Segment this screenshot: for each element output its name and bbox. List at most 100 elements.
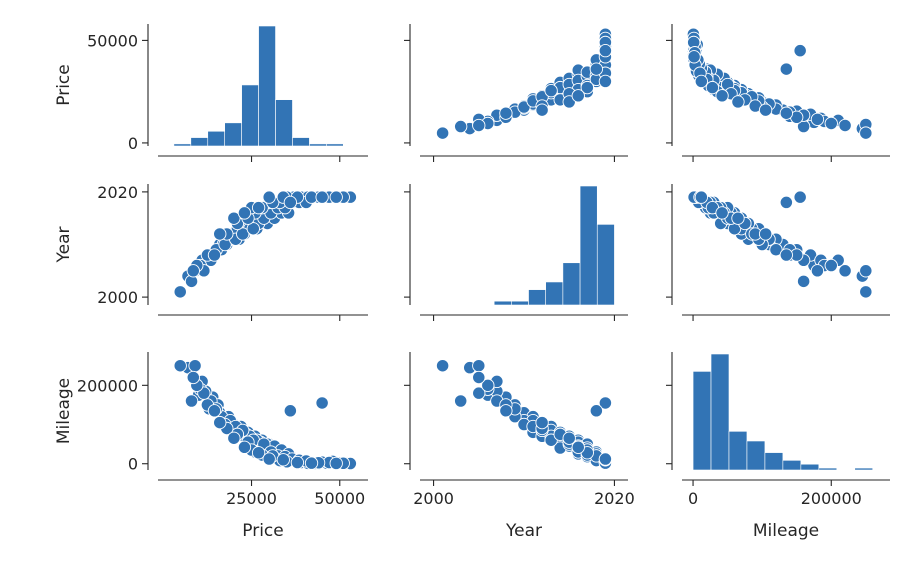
cell-year-vs-mileage	[666, 184, 890, 321]
scatter-point	[535, 103, 549, 117]
scatter-point	[329, 190, 343, 204]
scatter-point	[687, 50, 701, 64]
scatter-point	[435, 359, 450, 373]
scatter-point	[499, 404, 513, 418]
histogram-bar	[190, 137, 209, 147]
scatter-point	[472, 370, 486, 385]
scatter-point	[859, 285, 873, 299]
histogram-bar	[818, 467, 838, 471]
histogram-bar	[782, 460, 802, 471]
cell-price-vs-price: 0 50000	[87, 24, 368, 162]
cell-mileage-vs-price: 0 200000 25000 50000	[77, 352, 368, 508]
x-tick-label: 25000	[226, 489, 277, 508]
scatter-point	[769, 243, 783, 257]
scatter-point	[598, 396, 613, 410]
scatter-point	[227, 431, 241, 445]
scatter-point	[237, 206, 252, 220]
scatter-point	[173, 359, 187, 373]
scatter-point	[715, 89, 729, 103]
x-tick-label: 2020	[594, 489, 635, 508]
scatter-point	[779, 248, 793, 262]
scatter-point	[824, 258, 838, 273]
y-axis-label-mileage: Mileage	[54, 378, 74, 444]
y-tick-label: 0	[128, 455, 138, 474]
scatter-point	[246, 222, 260, 236]
scatter-point	[454, 394, 468, 408]
scatter-point	[283, 195, 298, 210]
histogram-bar	[292, 137, 310, 147]
scatter-point	[859, 264, 873, 278]
scatter-point	[472, 118, 486, 133]
histogram-bar	[764, 452, 784, 471]
scatter-point	[598, 452, 613, 466]
scatter-point	[262, 452, 276, 466]
histogram-bar	[326, 143, 344, 147]
scatter-point	[276, 453, 290, 467]
scatter-point	[859, 126, 873, 140]
scatter-point	[207, 248, 222, 262]
scatter-point	[810, 264, 825, 278]
y-axis-label-year: Year	[54, 226, 74, 263]
scatter-point	[315, 396, 329, 410]
cell-year-vs-year	[404, 184, 628, 321]
scatter-point	[304, 456, 319, 470]
histogram-bar	[241, 84, 259, 147]
scatter-point	[810, 112, 825, 126]
histogram-bar	[596, 224, 615, 306]
x-tick-label: 2000	[413, 489, 454, 508]
scatter-point	[262, 190, 276, 204]
x-axis-label-price: Price	[242, 521, 283, 541]
pairplot-grid: 0 50000 2000 2020 0 200000 25000 50000 2000 2020 0…	[77, 24, 890, 508]
histogram-bar	[511, 300, 529, 306]
scatter-point	[838, 264, 852, 278]
scatter-point	[838, 118, 852, 133]
scatter-point	[186, 370, 200, 385]
scatter-point	[758, 227, 773, 241]
x-axis-label-mileage: Mileage	[753, 521, 819, 541]
scatter-point	[173, 285, 187, 299]
histogram-bar	[800, 463, 820, 471]
axis-labels: Price Year Mileage Price Year Mileage	[54, 64, 819, 541]
y-tick-label: 0	[128, 134, 138, 153]
scatter-point	[694, 74, 708, 89]
scatter-point	[571, 440, 585, 454]
scatter-point	[315, 190, 329, 204]
histogram-bar	[710, 353, 730, 471]
scatter-point	[213, 415, 227, 430]
x-tick-label: 50000	[314, 489, 365, 508]
cell-price-vs-year	[404, 24, 628, 162]
y-tick-label: 2000	[97, 288, 138, 307]
scatter-point	[731, 95, 745, 109]
scatter-point	[598, 74, 613, 89]
scatter-point	[562, 431, 576, 445]
x-tick-label: 0	[688, 489, 698, 508]
histogram-bar	[173, 143, 192, 147]
scatter-point	[435, 126, 450, 140]
scatter-point	[251, 201, 266, 215]
cell-mileage-vs-year: 2000 2020	[404, 352, 635, 508]
histogram-bar	[746, 440, 766, 471]
histogram-bar	[258, 25, 276, 147]
scatter-point	[329, 456, 343, 471]
scatter-point	[207, 404, 222, 418]
scatter-point	[715, 206, 729, 220]
scatter-point	[454, 119, 468, 134]
x-tick-label: 200000	[801, 489, 862, 508]
scatter-point	[758, 103, 773, 117]
scatter-point	[779, 62, 793, 76]
scatter-point	[705, 80, 720, 95]
scatter-point	[227, 211, 241, 225]
cell-price-vs-mileage	[666, 24, 890, 162]
scatter-point	[779, 195, 793, 210]
y-tick-label: 2020	[97, 183, 138, 202]
scatter-point	[796, 274, 811, 288]
scatter-point	[213, 227, 227, 241]
scatter-point	[694, 190, 708, 204]
cell-year-vs-price: 2000 2020	[97, 183, 368, 321]
histogram-bar	[224, 122, 242, 147]
scatter-point	[535, 415, 549, 430]
histogram-bar	[692, 371, 712, 471]
histogram-bar	[562, 262, 581, 306]
scatter-point	[598, 44, 613, 58]
